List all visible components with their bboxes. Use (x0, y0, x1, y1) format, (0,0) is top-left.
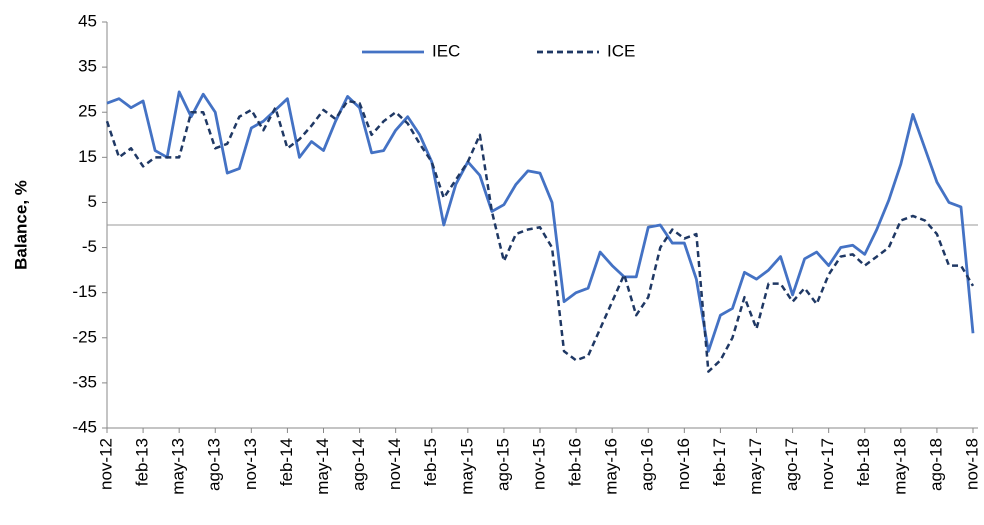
legend-label: IEC (432, 41, 460, 60)
x-tick-label: feb-16 (566, 438, 585, 486)
y-tick-label: 45 (78, 11, 97, 30)
x-tick-label: may-18 (890, 438, 909, 495)
x-tick-label: nov-12 (96, 438, 115, 490)
x-tick-label: may-15 (457, 438, 476, 495)
y-tick-label: 35 (78, 57, 97, 76)
y-axis-label: Balance, % (11, 180, 30, 270)
x-tick-label: may-14 (313, 438, 332, 495)
y-tick-label: 25 (78, 102, 97, 121)
x-tick-label: feb-14 (277, 438, 296, 486)
x-tick-label: may-13 (169, 438, 188, 495)
x-tick-label: feb-18 (854, 438, 873, 486)
y-tick-label: -35 (72, 372, 97, 391)
x-tick-label: nov-16 (674, 438, 693, 490)
y-tick-label: 5 (88, 192, 97, 211)
x-tick-label: ago-17 (782, 438, 801, 491)
x-tick-label: nov-18 (962, 438, 981, 490)
x-tick-label: may-17 (746, 438, 765, 495)
series-line (105, 99, 975, 373)
x-tick-label: ago-14 (349, 438, 368, 491)
x-tick-label: nov-17 (818, 438, 837, 490)
x-tick-label: may-16 (602, 438, 621, 495)
x-tick-label: feb-13 (133, 438, 152, 486)
x-tick-label: ago-13 (205, 438, 224, 491)
y-tick-label: -5 (82, 237, 97, 256)
x-tick-label: nov-15 (529, 438, 548, 490)
y-tick-label: 15 (78, 147, 97, 166)
y-tick-label: -25 (72, 327, 97, 346)
y-tick-label: -45 (72, 417, 97, 436)
x-tick-label: nov-14 (385, 438, 404, 490)
x-tick-label: ago-18 (926, 438, 945, 491)
x-tick-label: feb-15 (421, 438, 440, 486)
legend-label: ICE (607, 41, 635, 60)
x-tick-label: ago-16 (638, 438, 657, 491)
series-line (106, 90, 975, 353)
y-tick-label: -15 (72, 282, 97, 301)
x-tick-label: ago-15 (493, 438, 512, 491)
x-tick-label: nov-13 (241, 438, 260, 490)
x-tick-label: feb-17 (710, 438, 729, 486)
